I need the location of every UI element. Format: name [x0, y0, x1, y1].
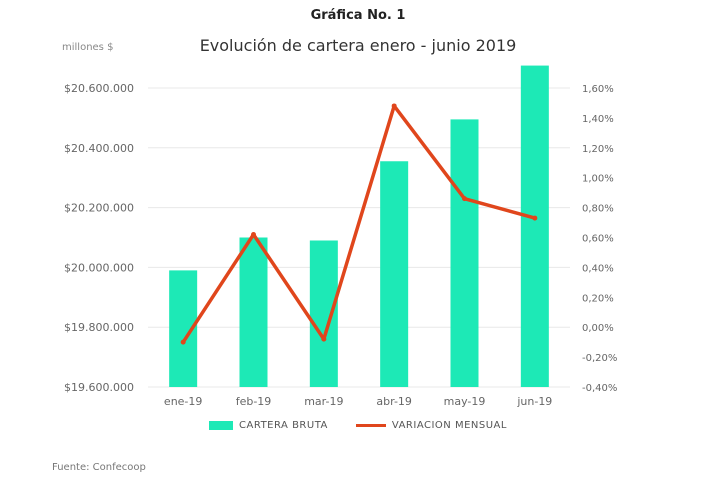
x-tick-label: mar-19 [304, 395, 343, 408]
x-tick-label: feb-19 [236, 395, 272, 408]
legend: CARTERA BRUTA VARIACION MENSUAL [0, 420, 716, 431]
y-right-tick-label: 0,20% [582, 293, 614, 304]
y-right-tick-label: 0,60% [582, 234, 614, 245]
line-point [462, 196, 467, 202]
bar [520, 65, 549, 387]
bar [450, 119, 479, 388]
y-right-tick-label: 1,60% [582, 84, 614, 95]
line-series-variacion [181, 104, 537, 344]
y-left-tick-label: $20.000.000 [64, 261, 134, 274]
y-right-tick-label: 0,80% [582, 204, 614, 215]
x-tick-label: jun-19 [516, 395, 552, 408]
bar [380, 161, 409, 387]
line-point [251, 232, 256, 238]
y-left-tick-label: $19.600.000 [64, 381, 134, 394]
y-left-tick-label: $20.200.000 [64, 202, 134, 215]
legend-line-label: VARIACION MENSUAL [391, 420, 507, 431]
y-axis-unit-label: millones $ [62, 42, 114, 53]
y-right-tick-label: -0,20% [582, 353, 617, 364]
y-right-tick-label: 0,40% [582, 263, 614, 274]
legend-bars-label: CARTERA BRUTA [239, 420, 328, 431]
chart-title: Gráfica No. 1 [310, 8, 406, 23]
x-tick-label: ene-19 [164, 395, 202, 408]
line-point [532, 215, 538, 221]
chart-subtitle: Evolución de cartera enero - junio 2019 [199, 36, 517, 55]
x-tick-label: may-19 [444, 395, 486, 408]
line-point [321, 336, 327, 342]
y-right-tick-label: 0,00% [582, 323, 614, 334]
legend-bar-swatch [209, 421, 234, 430]
line-point [391, 103, 397, 109]
legend-item-bars: CARTERA BRUTA [209, 420, 328, 431]
bar [239, 237, 268, 387]
legend-item-line: VARIACION MENSUAL [355, 420, 507, 431]
y-right-tick-label: 1,20% [582, 144, 614, 155]
y-left-tick-label: $20.400.000 [64, 142, 134, 155]
line-point [180, 339, 186, 345]
y-right-tick-label: 1,40% [582, 114, 614, 125]
x-tick-label: abr-19 [376, 395, 412, 408]
y-right-tick-label: 1,00% [582, 174, 614, 185]
legend-line-swatch [355, 424, 386, 427]
y-right-tick-label: -0,40% [582, 383, 617, 394]
source-note: Fuente: Confecoop [52, 462, 146, 473]
bar [309, 240, 338, 387]
y-left-tick-label: $20.600.000 [64, 82, 134, 95]
y-left-tick-label: $19.800.000 [64, 321, 134, 334]
